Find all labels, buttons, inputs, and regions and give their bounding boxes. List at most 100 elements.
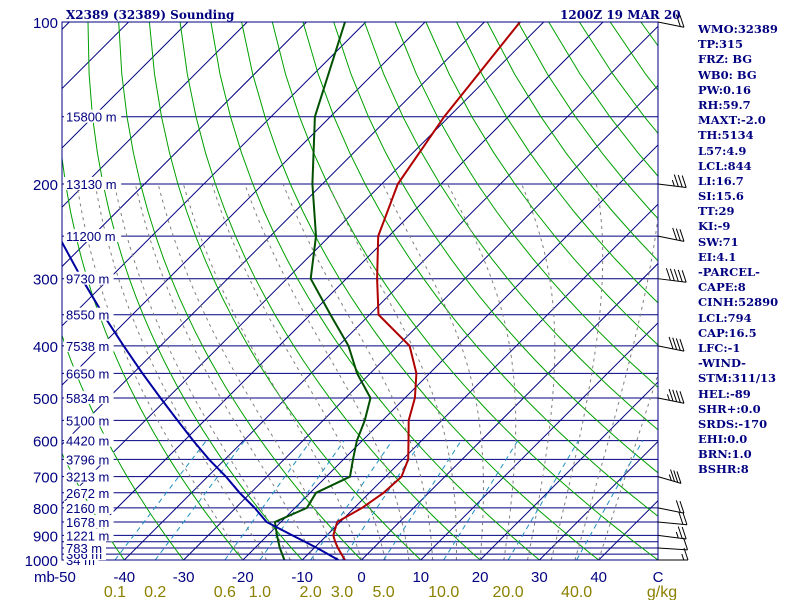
height-label-bg (64, 229, 122, 243)
mixing-ratio-label: 5.0 (372, 584, 394, 600)
isotherm-line (301, 203, 658, 560)
index-item: -PARCEL- (698, 265, 760, 279)
pressure-tick-label: 100 (33, 15, 58, 32)
temperature-tick-label: 30 (531, 569, 548, 586)
index-item: STM:311/13 (698, 371, 777, 386)
index-item: TH:5134 (698, 128, 754, 143)
mixing-ratio-unit-label: g/kg (647, 584, 677, 600)
index-item: BRN:1.0 (698, 447, 752, 462)
series-layer (62, 22, 521, 560)
mixing-ratio-line (224, 440, 312, 560)
dry-adiabat (118, 22, 362, 560)
pressure-tick-label: 500 (33, 391, 58, 408)
height-label: 2672 m (66, 486, 109, 501)
moist-adiabat (598, 372, 658, 560)
height-label-bg (64, 307, 114, 321)
isotherm-line (62, 22, 248, 208)
temperature-tick-label: -20 (232, 569, 254, 586)
indices-panel: WMO:32389 TP:315 FRZ: BG WB0: BG PW:0.16 RH:5… (698, 22, 798, 478)
temperature-tick-label: 0 (357, 569, 365, 586)
isotherm-line (62, 22, 367, 327)
height-label: 5834 m (66, 391, 109, 406)
dry-adiabat (179, 22, 481, 560)
index-item: RH:59.7 (698, 97, 751, 112)
index-item: FRZ: BG (698, 52, 753, 67)
index-item: LFC:-1 (698, 340, 741, 355)
moist-adiabat (157, 183, 339, 560)
dry-adiabat (394, 22, 658, 388)
station-title: X2389 (32389) Sounding (66, 8, 235, 22)
temperature-unit-label: C (653, 569, 664, 586)
wind-barbs (657, 14, 689, 561)
moist-adiabat (550, 183, 604, 560)
pressure-tick-label: 700 (33, 470, 58, 487)
wind-barb (657, 512, 688, 526)
pressure-unit-label: mb (34, 569, 55, 586)
height-label-bg (64, 500, 114, 514)
height-label-bg (64, 452, 114, 466)
height-label: 1678 m (66, 515, 109, 530)
mixing-ratio-label: 0.1 (104, 584, 126, 600)
height-label: 4420 m (66, 434, 109, 449)
dry-adiabat (486, 22, 658, 262)
index-item: LI:16.7 (698, 173, 744, 188)
dewpoint-profile (273, 22, 372, 560)
height-label: 9730 m (66, 272, 109, 287)
pressure-tick-label: 800 (33, 501, 58, 518)
mixing-ratio-line (259, 440, 345, 560)
pressure-tick-label: 600 (33, 434, 58, 451)
temperature-tick-label: 10 (412, 569, 429, 586)
wind-barb (657, 14, 685, 28)
mixing-ratio-label: 2.0 (299, 584, 321, 600)
mixing-ratio-line (154, 440, 246, 560)
height-label: 11200 m (66, 229, 116, 244)
index-item: SW:71 (698, 234, 739, 249)
pressure-tick-label: 200 (33, 177, 58, 194)
height-label: 6650 m (66, 366, 109, 381)
mixing-ratio-label: 0.6 (214, 584, 236, 600)
temperature-tick-label: -30 (173, 569, 195, 586)
mixing-ratio-label: 3.0 (331, 584, 353, 600)
isotherm-line (361, 262, 658, 560)
mixing-ratio-line (114, 440, 207, 560)
isotherm-line (64, 22, 604, 560)
height-label: 3796 m (66, 452, 109, 467)
dry-adiabat (456, 22, 658, 304)
height-label-bg (64, 515, 114, 529)
isotherm-line (479, 381, 658, 560)
height-label-bg (64, 338, 114, 352)
mixing-ratio-line (383, 440, 462, 560)
dry-adiabat (271, 22, 658, 560)
pressure-tick-label: 400 (33, 339, 58, 356)
dry-adiabat (333, 22, 658, 474)
index-item: WMO:32389 (698, 22, 778, 36)
height-label-bg (64, 391, 114, 405)
height-label: 2160 m (66, 501, 109, 516)
height-label-bg (64, 366, 114, 380)
temperature-tick-label: -50 (54, 569, 76, 586)
wind-barb (657, 469, 682, 484)
moist-adiabat (244, 183, 410, 560)
plot-frame (61, 21, 659, 561)
index-item: SRDS:-170 (698, 416, 768, 431)
mixing-ratio-line (310, 440, 393, 560)
parcel-profile (62, 240, 339, 560)
height-label: 13130 m (66, 177, 117, 192)
height-label-bg (64, 109, 122, 123)
wind-barb (657, 526, 687, 540)
moist-adiabat (182, 183, 362, 560)
dry-adiabat (363, 22, 658, 431)
isotherm-line (0, 22, 10, 560)
temperature-tick-label: -10 (291, 569, 313, 586)
moist-adiabat (327, 183, 457, 560)
index-item: BSHR:8 (698, 462, 749, 477)
mixing-ratio-label: 10.0 (428, 584, 459, 600)
wind-barb (657, 500, 685, 514)
mixing-ratio-line (443, 440, 519, 560)
height-label: 1221 m (66, 528, 109, 543)
isotherm-line (420, 322, 658, 560)
valid-time: 1200Z 19 MAR 20 (560, 8, 681, 22)
